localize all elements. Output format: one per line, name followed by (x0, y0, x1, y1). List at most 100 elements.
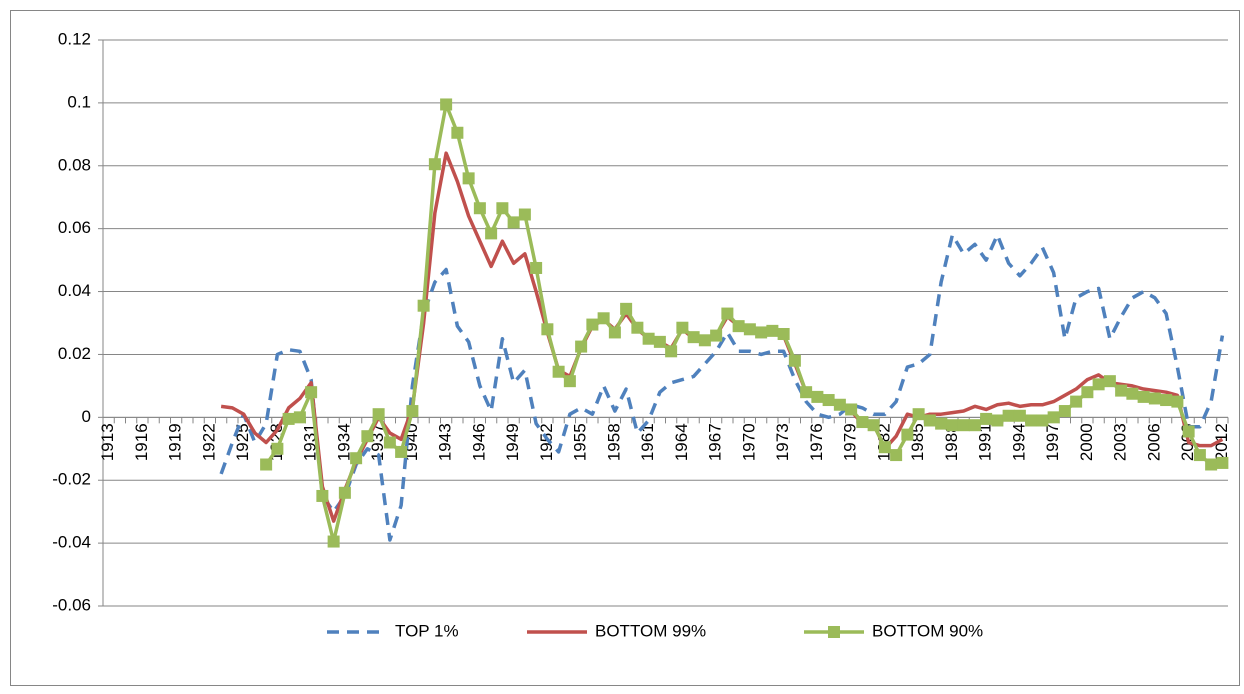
legend-item: BOTTOM 99% (527, 621, 706, 640)
series-marker (350, 452, 363, 465)
x-tick-label: 1973 (773, 423, 792, 461)
series-marker (1036, 414, 1049, 427)
series-marker (305, 386, 318, 399)
series-marker (1216, 456, 1229, 469)
series-marker (586, 318, 599, 331)
series-marker (1182, 425, 1195, 438)
series-marker (485, 227, 498, 240)
series-marker (991, 414, 1004, 427)
y-tick-label: 0.06 (58, 218, 91, 237)
series-marker (856, 416, 869, 429)
chart-frame (10, 10, 1240, 686)
series-marker (620, 302, 633, 315)
series-marker (1002, 409, 1015, 422)
series-marker (552, 365, 565, 378)
series-marker (260, 458, 273, 471)
series-marker (1160, 394, 1173, 407)
x-tick-label: 1913 (98, 423, 117, 461)
series-marker (282, 412, 295, 425)
y-tick-label: -0.04 (52, 533, 91, 552)
x-tick-label: 2012 (1212, 423, 1231, 461)
series-marker (912, 408, 925, 421)
series-marker (1070, 395, 1083, 408)
series-marker (293, 411, 306, 424)
series-marker (1092, 378, 1105, 391)
series-marker (338, 486, 351, 499)
series-marker (507, 216, 520, 229)
x-tick-label: 1970 (739, 423, 758, 461)
series-marker (1081, 386, 1094, 399)
x-tick-label: 1994 (1009, 423, 1028, 461)
series-marker (316, 489, 329, 502)
series-marker (890, 449, 903, 462)
series-marker (653, 335, 666, 348)
series-marker (788, 354, 801, 367)
x-tick-label: 1979 (841, 423, 860, 461)
series-marker (845, 403, 858, 416)
legend-marker (828, 626, 840, 638)
series-marker (743, 323, 756, 336)
series-marker (462, 172, 475, 185)
series-marker (721, 307, 734, 320)
series-marker (530, 261, 543, 274)
series-marker (687, 331, 700, 344)
series-marker (980, 412, 993, 425)
series-marker (1171, 395, 1184, 408)
x-tick-label: 1934 (334, 423, 353, 461)
series-marker (935, 417, 948, 430)
series-marker (946, 419, 959, 432)
x-tick-label: 1946 (469, 423, 488, 461)
x-tick-label: 1958 (604, 423, 623, 461)
series-marker (608, 326, 621, 339)
series-marker (440, 98, 453, 111)
series-marker (271, 442, 284, 455)
series-marker (1025, 414, 1038, 427)
series-marker (732, 320, 745, 333)
series-marker (1103, 375, 1116, 388)
x-tick-label: 1919 (166, 423, 185, 461)
series-marker (575, 340, 588, 353)
x-tick-label: 1922 (199, 423, 218, 461)
series-marker (1148, 392, 1161, 405)
series-marker (451, 126, 464, 139)
x-tick-label: 1997 (1043, 423, 1062, 461)
series-marker (923, 414, 936, 427)
series-marker (1205, 458, 1218, 471)
legend-item: BOTTOM 90% (804, 621, 983, 640)
series-marker (957, 419, 970, 432)
legend-label: BOTTOM 99% (595, 621, 706, 640)
x-tick-label: 1955 (571, 423, 590, 461)
series-marker (496, 202, 509, 215)
series-marker (710, 329, 723, 342)
series-marker (777, 328, 790, 341)
series-marker (766, 324, 779, 337)
series-marker (417, 299, 430, 312)
y-tick-label: 0.1 (67, 92, 91, 111)
series-marker (822, 394, 835, 407)
legend-item: TOP 1% (327, 621, 459, 640)
series-marker (1126, 387, 1139, 400)
x-tick-label: 1988 (942, 423, 961, 461)
x-tick-label: 1991 (976, 423, 995, 461)
series-marker (518, 208, 531, 221)
x-tick-label: 1964 (672, 423, 691, 461)
series-line (219, 233, 1225, 542)
series-marker (901, 428, 914, 441)
y-tick-label: 0.04 (58, 281, 91, 300)
series-marker (1115, 384, 1128, 397)
series-marker (541, 323, 554, 336)
series-marker (563, 375, 576, 388)
series-marker (1193, 449, 1206, 462)
series-marker (406, 405, 419, 418)
series-marker (1137, 390, 1150, 403)
series-marker (867, 419, 880, 432)
series-marker (327, 535, 340, 548)
series-marker (642, 332, 655, 345)
x-tick-label: 1949 (503, 423, 522, 461)
legend-label: TOP 1% (395, 621, 459, 640)
x-tick-label: 1967 (706, 423, 725, 461)
series-marker (428, 158, 441, 171)
